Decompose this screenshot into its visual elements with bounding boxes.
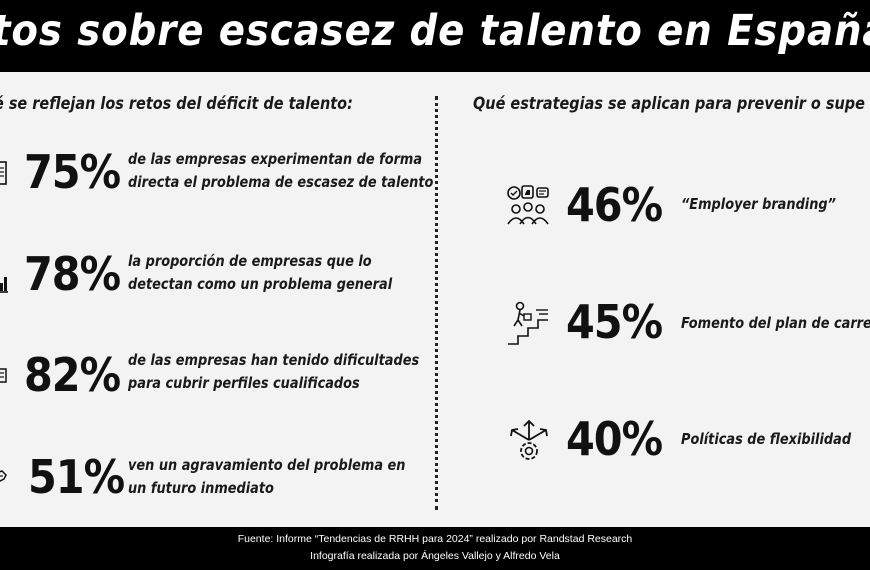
stat-description: de las empresas experimentan de forma	[128, 150, 423, 168]
header-banner: tos sobre escasez de talento en España 2…	[0, 0, 870, 72]
stat-description: para cubrir perfiles cualificados	[128, 374, 360, 392]
flexibility-gear-icon	[510, 419, 548, 460]
footer-source: Fuente: Informe “Tendencias de RRHH para…	[237, 533, 633, 545]
footer-credits: Infografía realizada por Ángeles Vallejo…	[310, 550, 560, 562]
career-stairs-icon	[508, 301, 548, 345]
stat-value: 78%	[24, 247, 121, 301]
right-section-heading: Qué estrategias se aplican para prevenir…	[473, 94, 865, 114]
handshake-icon	[0, 470, 7, 482]
stat-description: detectan como un problema general	[128, 275, 393, 293]
strategy-value: 45%	[566, 295, 663, 349]
left-section-heading: é se reflejan los retos del déficit de t…	[0, 94, 353, 114]
stat-description: la proporción de empresas que lo	[128, 252, 372, 270]
stat-value: 75%	[24, 145, 121, 199]
stat-description: un futuro inmediato	[128, 479, 274, 497]
stat-description: directa el problema de escasez de talent…	[128, 173, 434, 191]
strategy-value: 46%	[566, 178, 663, 232]
strategy-label: “Employer branding”	[681, 195, 836, 213]
stat-description: ven un agravamiento del problema en	[128, 456, 406, 474]
chart-icon	[0, 277, 8, 293]
stat-value: 51%	[28, 450, 125, 504]
footer-banner: Fuente: Informe “Tendencias de RRHH para…	[0, 527, 870, 570]
document-icon	[0, 161, 7, 185]
list-icon	[0, 368, 7, 383]
section-divider	[435, 96, 438, 510]
strategy-value: 40%	[566, 412, 663, 466]
stat-value: 82%	[24, 348, 121, 402]
strategy-label: Políticas de flexibilidad	[681, 430, 852, 448]
page-title: tos sobre escasez de talento en España 2…	[0, 6, 870, 56]
stat-description: de las empresas han tenido dificultades	[128, 351, 420, 369]
strategy-label: Fomento del plan de carre	[681, 314, 870, 332]
employer-branding-icon	[507, 185, 549, 225]
